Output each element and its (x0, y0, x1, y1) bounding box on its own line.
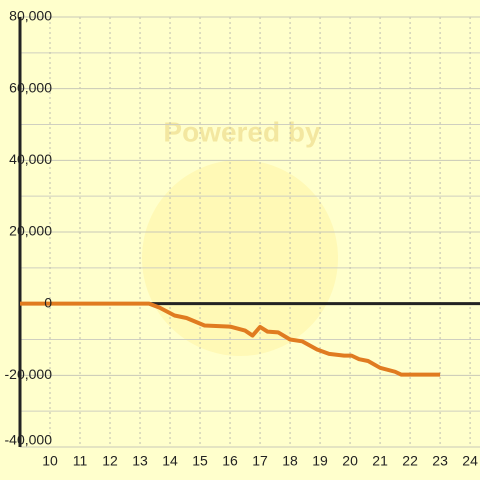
watermark: Powered by (163, 116, 321, 147)
x-tick-label: 23 (432, 453, 448, 469)
x-tick-label: 14 (162, 453, 178, 469)
grid (18, 16, 480, 448)
x-tick-label: 18 (282, 453, 298, 469)
y-tick-label: -40,000 (5, 432, 53, 448)
x-tick-label: 13 (132, 453, 148, 469)
x-tick-label: 15 (192, 453, 208, 469)
y-tick-label: 60,000 (9, 79, 52, 95)
x-tick-label: 19 (312, 453, 328, 469)
x-tick-label: 20 (342, 453, 358, 469)
plot (20, 301, 441, 377)
x-tick-label: 22 (402, 453, 418, 469)
y-tick-label: 0 (44, 294, 52, 310)
x-tick-label: 11 (73, 453, 88, 469)
x-tick-label: 17 (252, 453, 268, 469)
x-tick-label: 10 (42, 453, 58, 469)
x-tick-label: 21 (372, 453, 388, 469)
x-tick-label: 12 (102, 453, 118, 469)
y-tick-label: 20,000 (9, 223, 52, 239)
y-tick-label: 40,000 (9, 151, 52, 167)
y-tick-label: 80,000 (9, 8, 52, 24)
x-tick-label: 16 (222, 453, 238, 469)
y-tick-label: -20,000 (5, 366, 53, 382)
data-line (20, 301, 441, 377)
x-tick-label: 24 (462, 453, 478, 469)
watermark-logo (142, 160, 338, 356)
